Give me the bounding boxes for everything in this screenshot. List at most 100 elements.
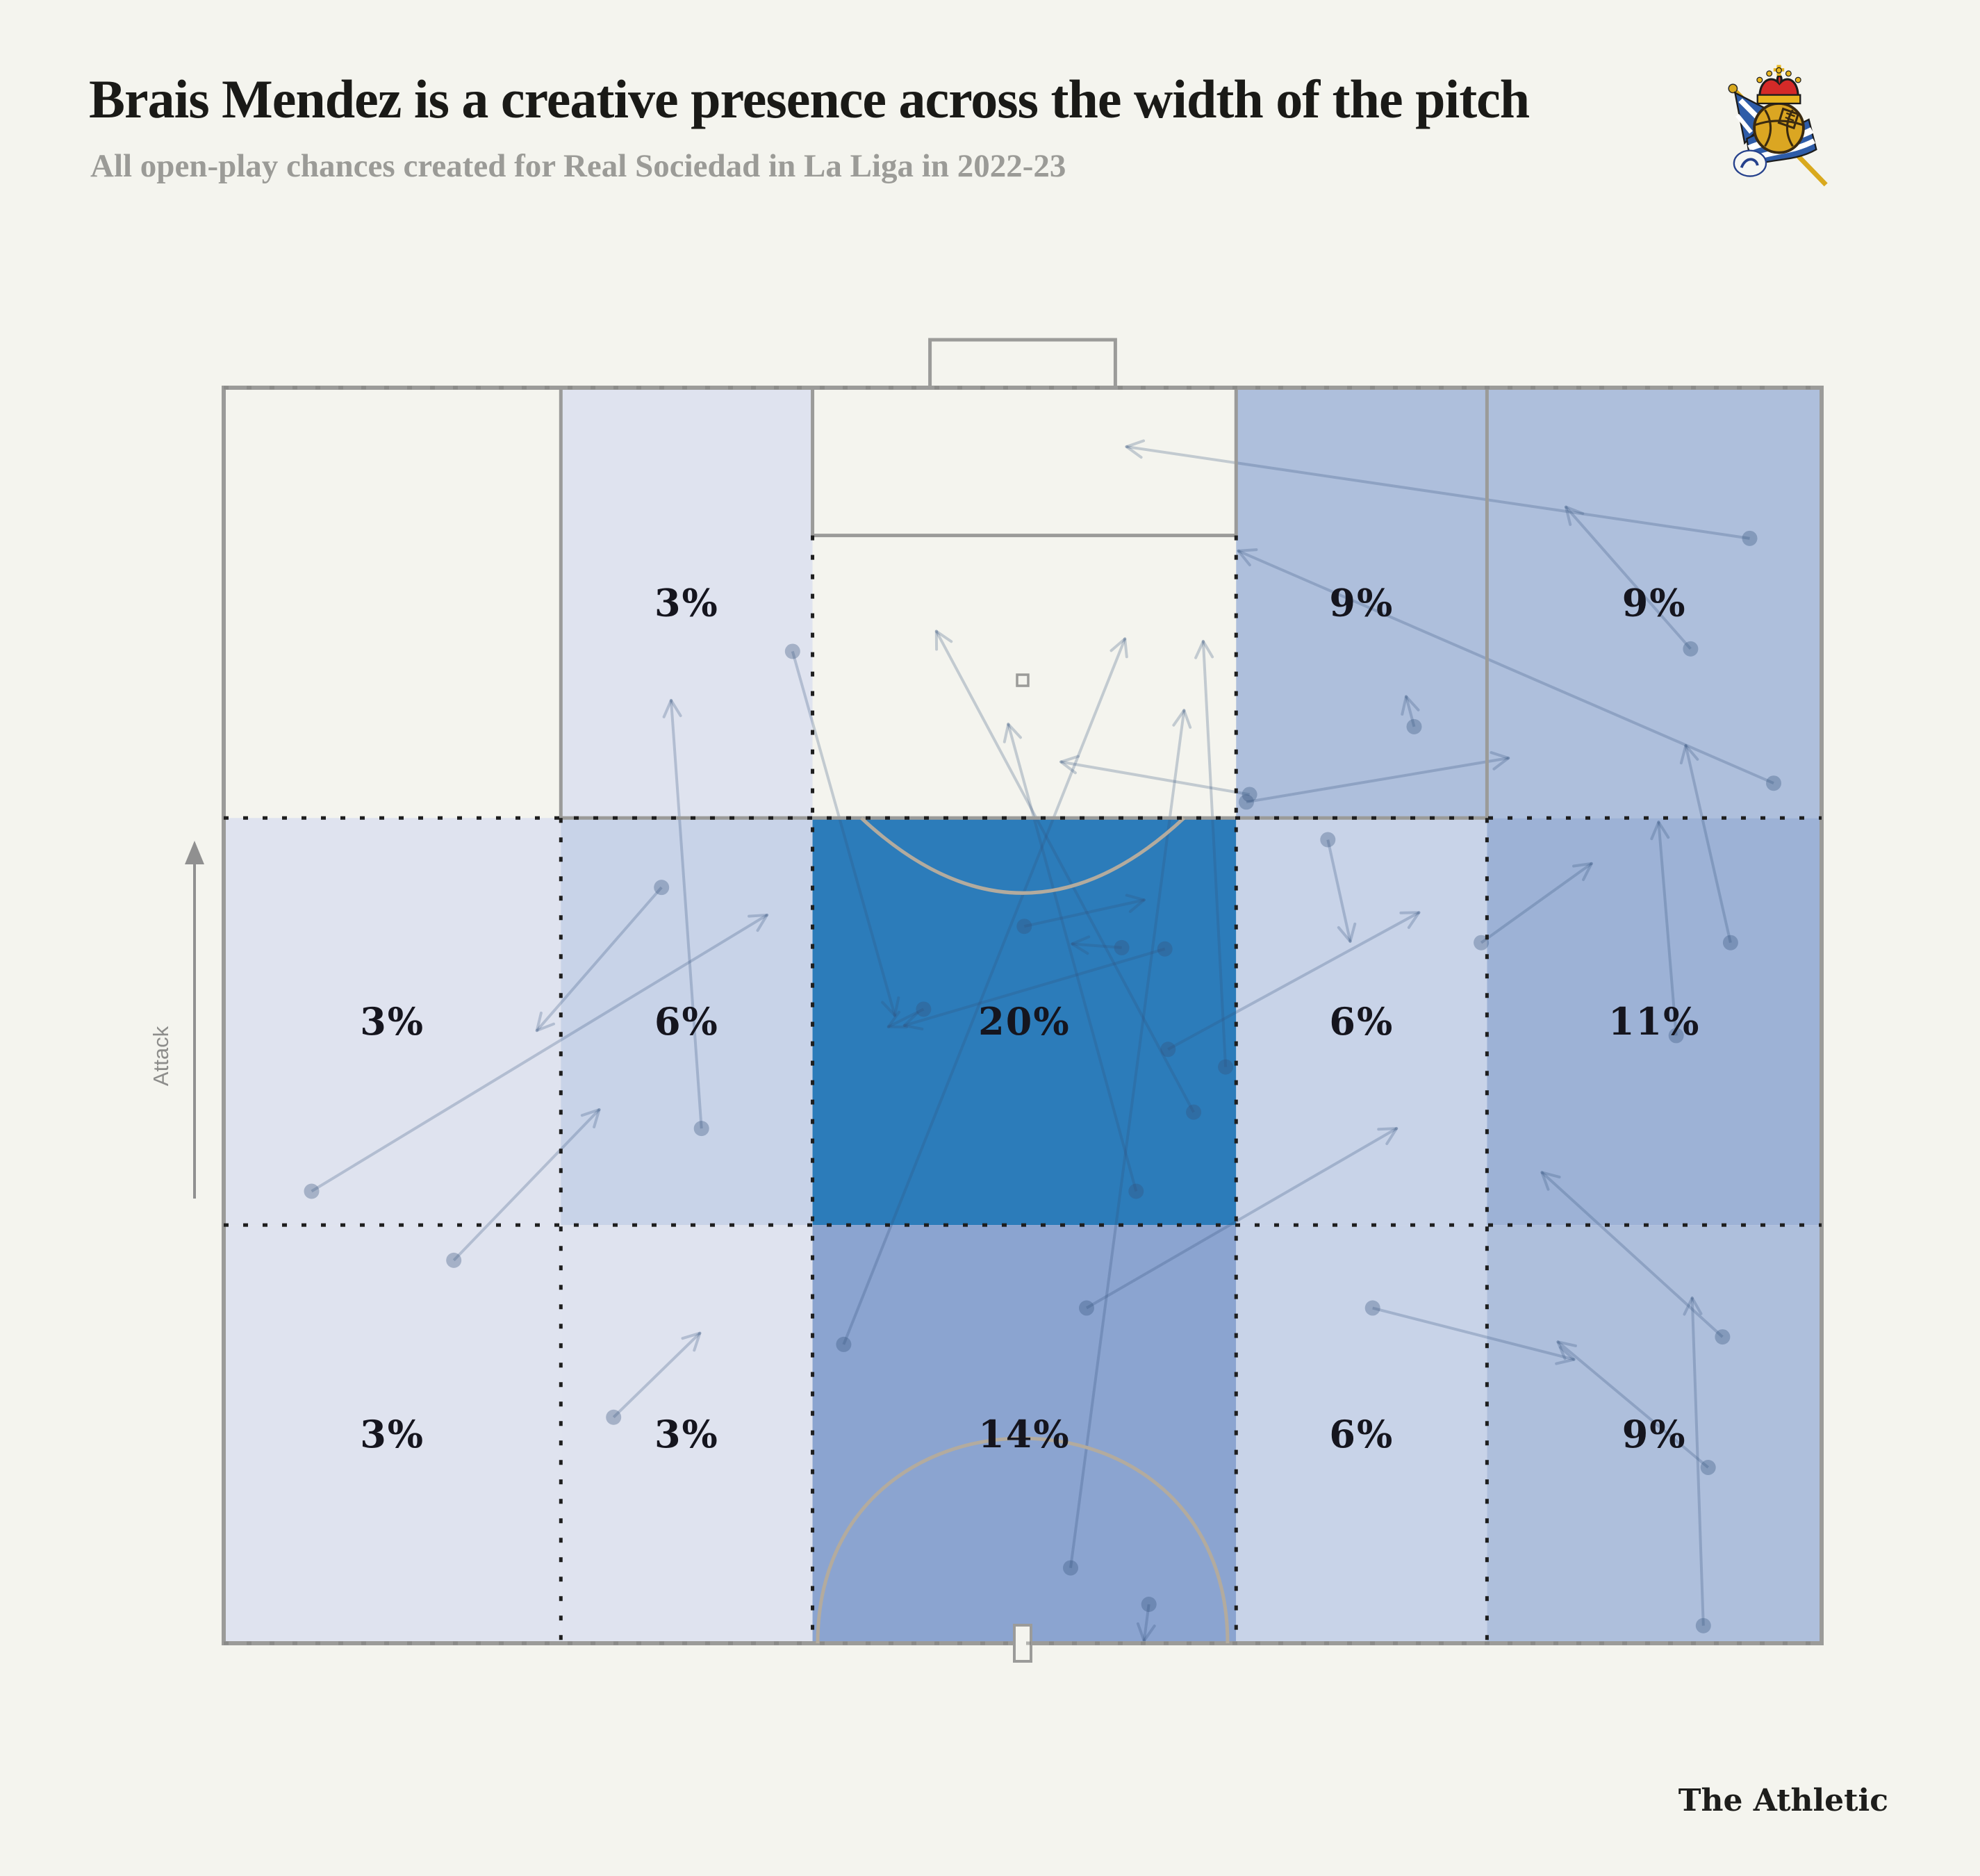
pass-origin-dot bbox=[1766, 775, 1781, 791]
pass-line bbox=[791, 650, 896, 1017]
pass-origin-dot bbox=[693, 1121, 709, 1137]
pass-arrowhead bbox=[670, 698, 682, 718]
zone-percentage-label: 20% bbox=[978, 999, 1070, 1044]
pass-line bbox=[842, 638, 1127, 1345]
heat-zone bbox=[812, 818, 1237, 1226]
pass-line bbox=[1237, 550, 1774, 785]
pass-origin-dot bbox=[1063, 1560, 1078, 1576]
pass-arrowhead bbox=[1679, 743, 1688, 765]
heat-zone bbox=[1236, 1225, 1487, 1643]
pass-arrowhead bbox=[1555, 1358, 1576, 1365]
pass-arrowhead bbox=[1492, 757, 1510, 771]
pass-arrowhead bbox=[893, 996, 900, 1017]
pass-line bbox=[1126, 445, 1750, 540]
pass-arrowhead bbox=[1399, 911, 1421, 914]
zone-percentage-label: 3% bbox=[360, 999, 424, 1044]
zone-percentage-label: 3% bbox=[360, 1412, 424, 1456]
pass-arrowhead bbox=[1405, 695, 1420, 711]
pass-arrowhead bbox=[1194, 640, 1205, 659]
pass-origin-dot bbox=[1722, 935, 1738, 951]
pass-origin-dot bbox=[1668, 1028, 1684, 1044]
pass-line bbox=[311, 914, 768, 1193]
pitch-markings-layer bbox=[222, 338, 1824, 1663]
pass-arrowhead bbox=[662, 698, 673, 718]
zone-percentage-label: 6% bbox=[1329, 1412, 1394, 1456]
pass-arrowhead bbox=[1559, 1346, 1576, 1361]
pass-arrowhead bbox=[1125, 439, 1146, 448]
pass-arrowhead bbox=[1059, 760, 1077, 775]
pass-origin-dot bbox=[1406, 718, 1422, 734]
pass-origin-dot bbox=[1715, 1329, 1731, 1345]
pass-arrowhead bbox=[1059, 755, 1080, 764]
pass-line bbox=[1405, 696, 1416, 727]
pass-line bbox=[1565, 506, 1692, 650]
pass-origin-dot bbox=[1016, 919, 1032, 935]
pass-line bbox=[1684, 745, 1732, 944]
zone-percentage-label: 3% bbox=[654, 581, 719, 625]
pass-arrowhead bbox=[1128, 898, 1146, 913]
pass-arrowhead bbox=[886, 1010, 901, 1028]
pass-arrowhead bbox=[1650, 821, 1660, 841]
pitch-heatmap: 3% 9% 9% 3% 6% 20% 6% 11% 3% 3% 14% 6% 9% bbox=[222, 338, 1824, 1663]
pass-line bbox=[1326, 839, 1352, 942]
pass-line bbox=[1007, 723, 1138, 1192]
pass-line bbox=[1060, 760, 1250, 796]
pass-line bbox=[612, 1332, 701, 1419]
attack-label: Attack bbox=[149, 1026, 173, 1086]
zone-percentage-label: 6% bbox=[654, 999, 719, 1044]
pass-line bbox=[1657, 822, 1678, 1036]
pass-origin-dot bbox=[1128, 1183, 1144, 1199]
six-yard-box bbox=[811, 388, 1238, 538]
zone-percentage-label: 9% bbox=[1329, 581, 1394, 625]
pass-arrowhead bbox=[1556, 1340, 1567, 1360]
pass-line bbox=[1142, 1604, 1150, 1641]
pass-line bbox=[1372, 1306, 1574, 1361]
pass-origin-dot bbox=[654, 880, 670, 896]
pass-arrowhead bbox=[1136, 1622, 1146, 1643]
pass-origin-dot bbox=[1683, 641, 1699, 657]
page-title: Brais Mendez is a creative presence acro… bbox=[89, 69, 1530, 129]
pass-origin-dot bbox=[1241, 787, 1257, 803]
penalty-spot bbox=[1016, 673, 1030, 687]
pass-line bbox=[1541, 1171, 1724, 1338]
zone-percentage-label: 9% bbox=[1622, 1412, 1687, 1456]
pass-arrowhead bbox=[1540, 1171, 1561, 1179]
pass-origin-dot bbox=[836, 1336, 852, 1352]
zone-percentage-label: 9% bbox=[1622, 581, 1687, 625]
pass-origin-dot bbox=[1157, 941, 1173, 957]
pass-line bbox=[887, 1007, 925, 1028]
pass-arrowhead bbox=[1125, 445, 1143, 459]
pass-arrowhead bbox=[1490, 751, 1510, 760]
heat-zone bbox=[1487, 1225, 1822, 1643]
heat-zone bbox=[561, 388, 813, 818]
pass-origin-dot bbox=[1114, 939, 1130, 955]
pass-arrow-layer bbox=[304, 439, 1781, 1643]
pass-arrowhead bbox=[756, 913, 768, 932]
heat-zone bbox=[224, 818, 561, 1226]
pass-origin-dot bbox=[1141, 1596, 1157, 1612]
pass-arrowhead bbox=[1684, 743, 1699, 761]
pass-arrowhead bbox=[1172, 709, 1186, 727]
pass-arrowhead bbox=[902, 1011, 919, 1027]
pass-arrowhead bbox=[1657, 821, 1670, 839]
zone-percentage-label: 6% bbox=[1329, 999, 1394, 1044]
zone-boundary-layer bbox=[224, 386, 1822, 1645]
pass-origin-dot bbox=[1186, 1104, 1202, 1120]
pass-origin-dot bbox=[1700, 1460, 1716, 1476]
pass-arrowhead bbox=[902, 1023, 924, 1030]
heat-zone bbox=[812, 1225, 1237, 1643]
pass-arrowhead bbox=[1007, 723, 1022, 739]
pass-line bbox=[1480, 862, 1592, 944]
pass-arrowhead bbox=[1337, 925, 1352, 943]
pass-arrowhead bbox=[1401, 695, 1408, 716]
the-athletic-wordmark: The Athletic bbox=[1678, 1783, 1888, 1818]
zone-percentage-label: 11% bbox=[1608, 999, 1700, 1044]
pass-line bbox=[1167, 911, 1420, 1051]
pass-origin-dot bbox=[1742, 530, 1758, 546]
pass-origin-dot bbox=[784, 643, 800, 659]
pass-origin-dot bbox=[1160, 1042, 1176, 1058]
attack-direction-indicator: Attack bbox=[149, 841, 204, 1199]
pass-arrowhead bbox=[535, 1022, 555, 1032]
heat-zone bbox=[224, 1225, 561, 1643]
